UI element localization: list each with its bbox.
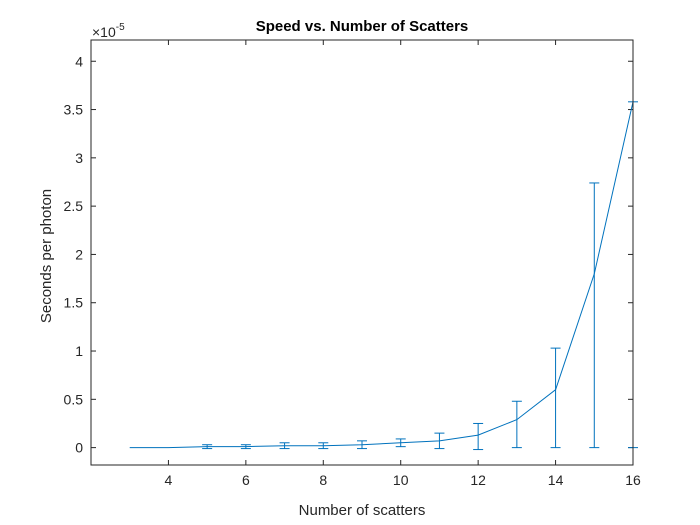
- axes-box: [90, 39, 634, 466]
- plot-area: [91, 40, 633, 465]
- series-line: [129, 101, 634, 449]
- y-exponent-power: -5: [116, 22, 125, 33]
- error-bar: [511, 400, 522, 449]
- y-axis-label: Seconds per photon: [38, 189, 55, 323]
- y-tick-label: 1: [75, 343, 83, 359]
- y-exponent-multiplier: ×10-5: [92, 22, 125, 40]
- y-tick-labels: 0 0.5 1 1.5 2 2.5 3 3.5 4: [64, 53, 84, 455]
- error-bar: [473, 422, 484, 451]
- y-tick-label: 2: [75, 246, 83, 262]
- x-tick-label: 10: [393, 472, 409, 488]
- x-tick-label: 8: [319, 472, 327, 488]
- y-tick-label: 2.5: [64, 198, 84, 214]
- x-tick-label: 6: [242, 472, 250, 488]
- error-bar: [550, 347, 561, 449]
- y-tick-label: 4: [75, 53, 83, 69]
- y-tick-label: 0: [75, 440, 83, 456]
- chart-title: Speed vs. Number of Scatters: [256, 18, 469, 35]
- y-tick-label: 3.5: [64, 102, 84, 118]
- x-tick-labels: 4 6 8 10 12 14 16: [165, 472, 641, 488]
- axis-ticks: [91, 40, 634, 465]
- y-tick-label: 1.5: [64, 295, 84, 311]
- y-tick-label: 3: [75, 150, 83, 166]
- y-exponent-base: ×10: [92, 24, 116, 40]
- x-tick-label: 16: [625, 472, 641, 488]
- error-bar: [589, 182, 600, 449]
- x-tick-label: 14: [548, 472, 564, 488]
- x-axis-label: Number of scatters: [299, 502, 426, 519]
- y-tick-label: 0.5: [64, 391, 84, 407]
- x-tick-label: 12: [470, 472, 486, 488]
- x-tick-label: 4: [165, 472, 173, 488]
